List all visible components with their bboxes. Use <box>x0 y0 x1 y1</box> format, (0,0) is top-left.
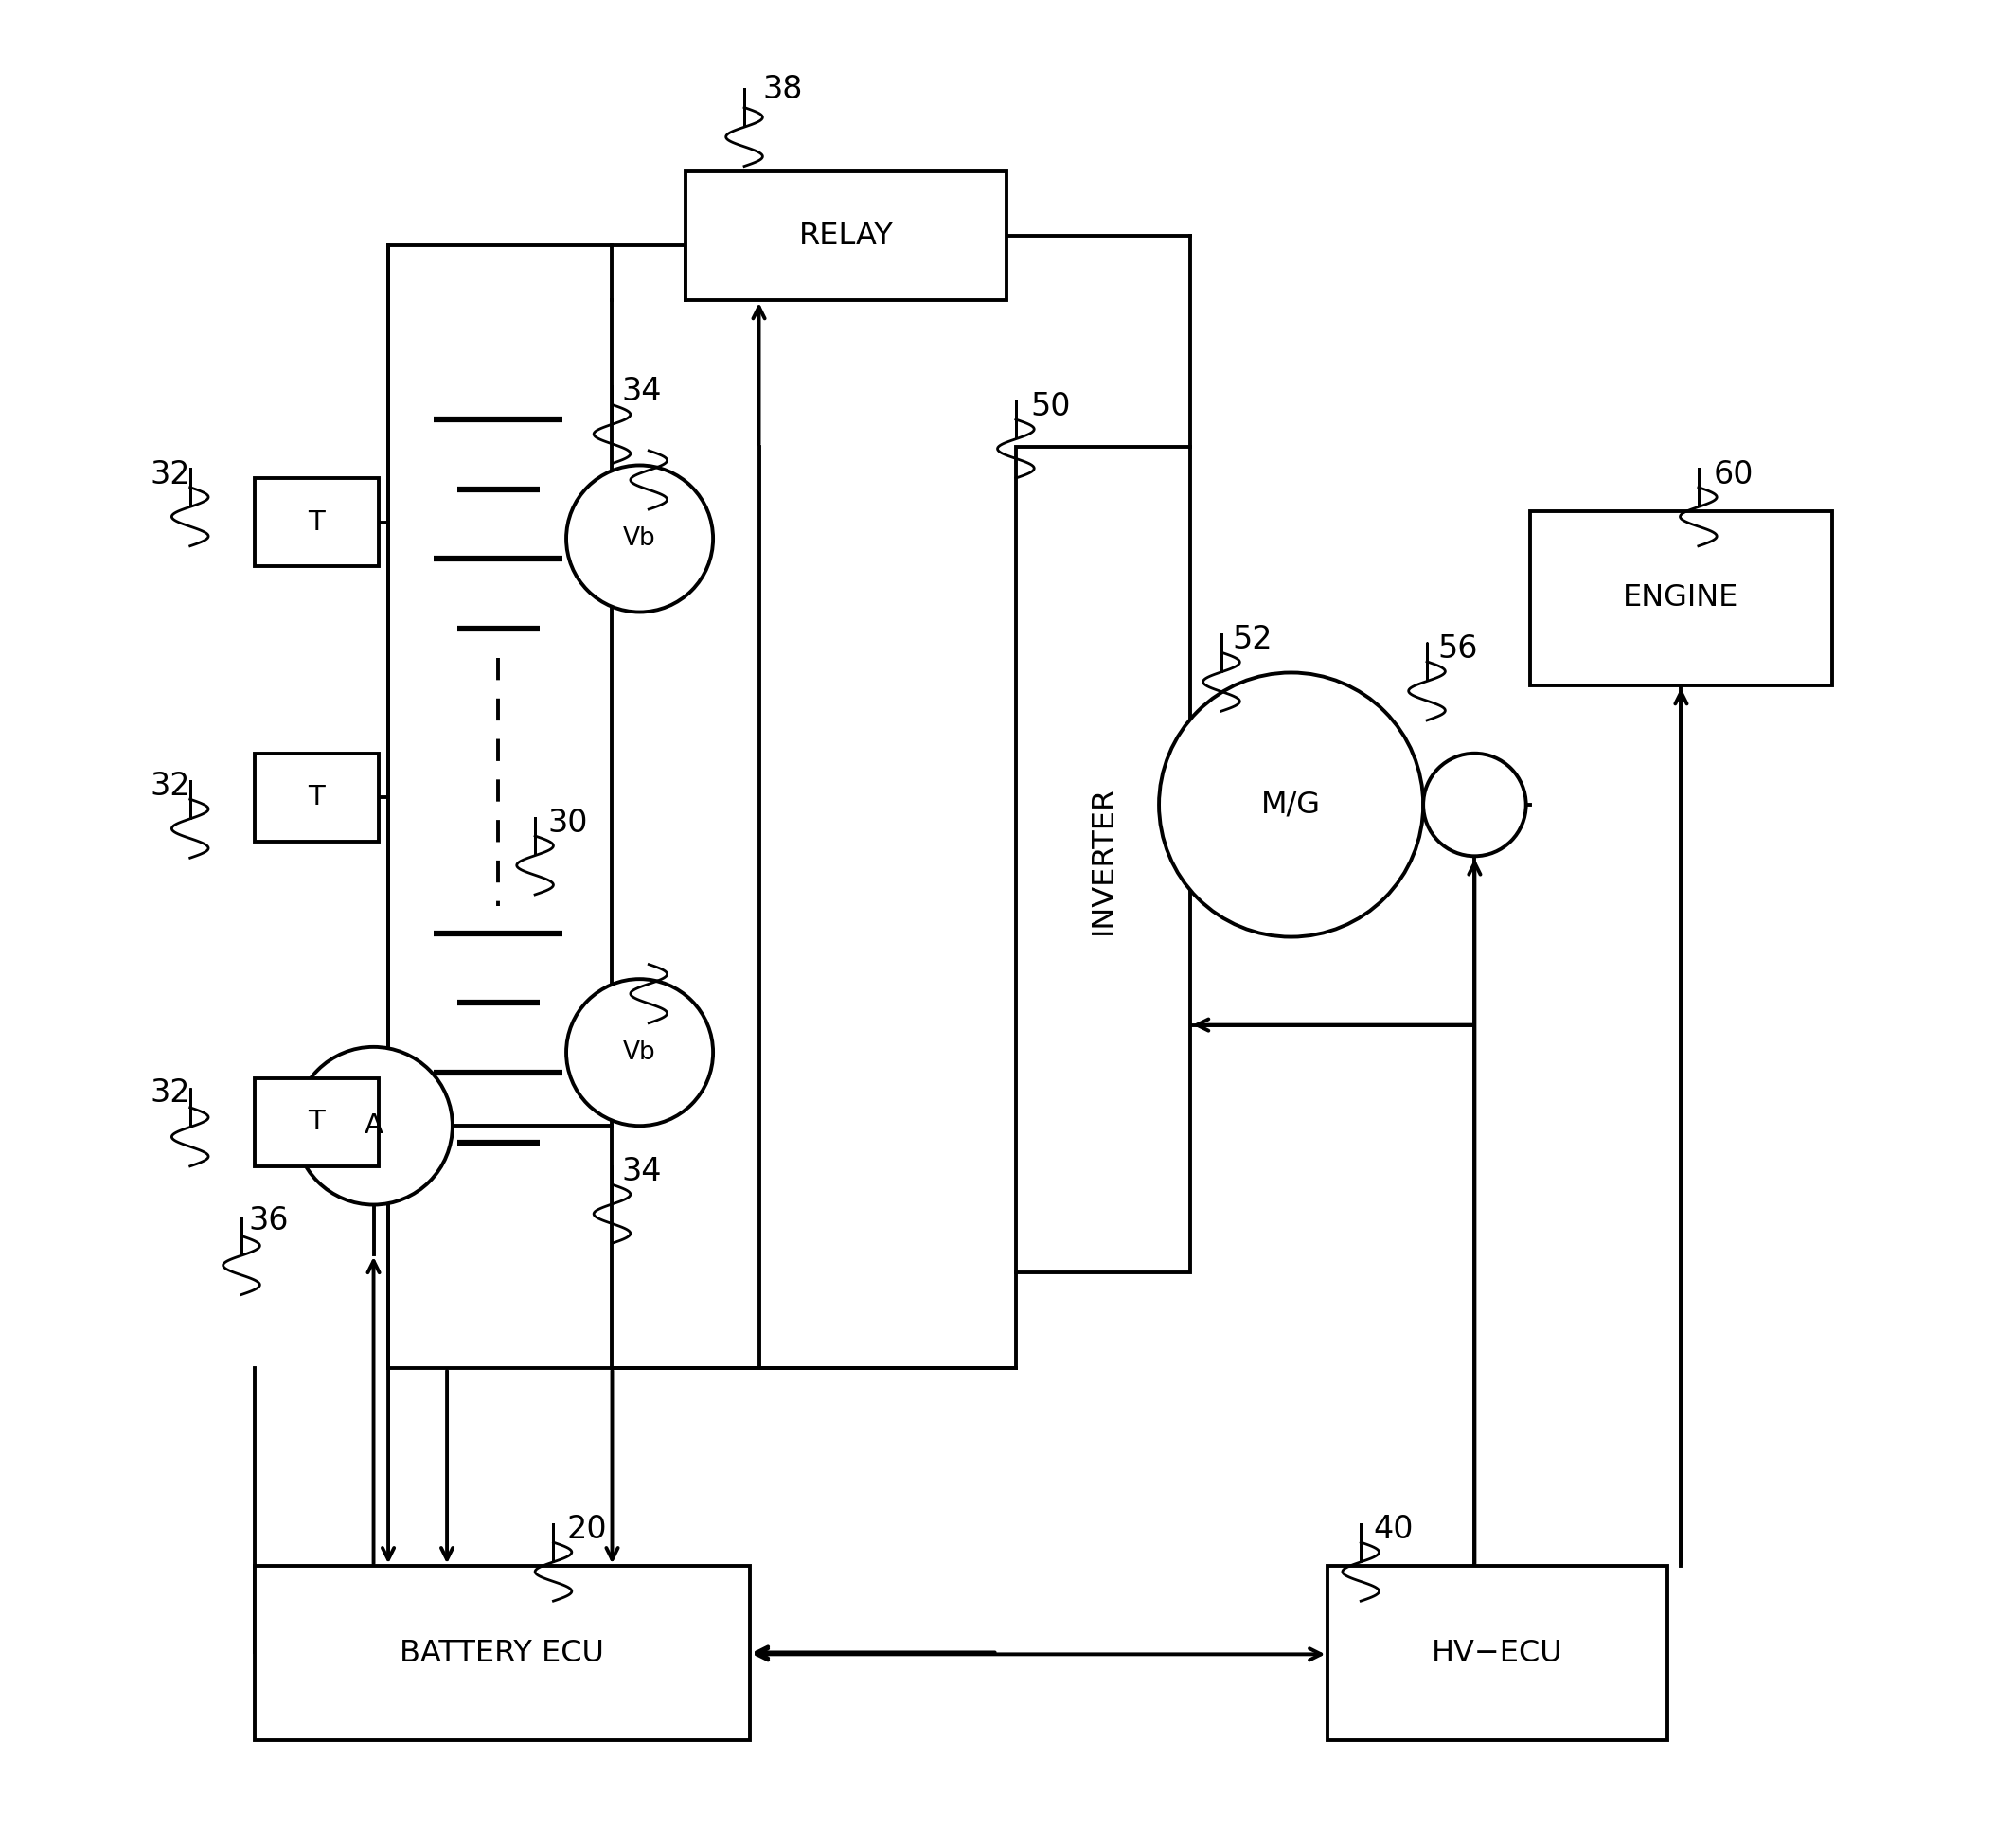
Text: A: A <box>365 1112 383 1138</box>
Text: 30: 30 <box>549 808 589 839</box>
Bar <box>253 479 379 565</box>
Circle shape <box>567 979 712 1125</box>
Text: 34: 34 <box>620 1157 662 1186</box>
Text: 60: 60 <box>1714 458 1754 490</box>
Text: 32: 32 <box>150 458 190 490</box>
Circle shape <box>1159 673 1422 937</box>
Text: 32: 32 <box>150 771 190 802</box>
Text: ENGINE: ENGINE <box>1624 584 1740 614</box>
Text: T: T <box>309 1109 325 1135</box>
Text: 36: 36 <box>249 1205 289 1236</box>
Text: 38: 38 <box>762 74 802 105</box>
Bar <box>253 1077 379 1166</box>
Text: Vb: Vb <box>622 527 656 551</box>
Bar <box>1530 512 1833 686</box>
Text: T: T <box>309 784 325 811</box>
Bar <box>686 172 1007 299</box>
Text: BATTERY ECU: BATTERY ECU <box>399 1639 604 1669</box>
Text: 52: 52 <box>1233 625 1273 656</box>
Text: 40: 40 <box>1375 1514 1414 1545</box>
Text: 20: 20 <box>567 1514 606 1545</box>
Circle shape <box>567 466 712 612</box>
Text: T: T <box>309 508 325 536</box>
Text: M/G: M/G <box>1261 791 1321 819</box>
Text: INVERTER: INVERTER <box>1089 785 1117 935</box>
Text: Vb: Vb <box>622 1040 656 1064</box>
Bar <box>253 1567 750 1741</box>
Circle shape <box>295 1048 453 1205</box>
Bar <box>253 754 379 841</box>
Text: 34: 34 <box>620 377 662 408</box>
Text: HV−ECU: HV−ECU <box>1432 1639 1564 1669</box>
Text: 50: 50 <box>1031 392 1071 421</box>
Circle shape <box>1422 754 1526 856</box>
Text: 56: 56 <box>1438 634 1478 665</box>
Text: 32: 32 <box>150 1077 190 1109</box>
Text: RELAY: RELAY <box>798 222 894 251</box>
Bar <box>1015 447 1191 1273</box>
Bar <box>1329 1567 1668 1741</box>
